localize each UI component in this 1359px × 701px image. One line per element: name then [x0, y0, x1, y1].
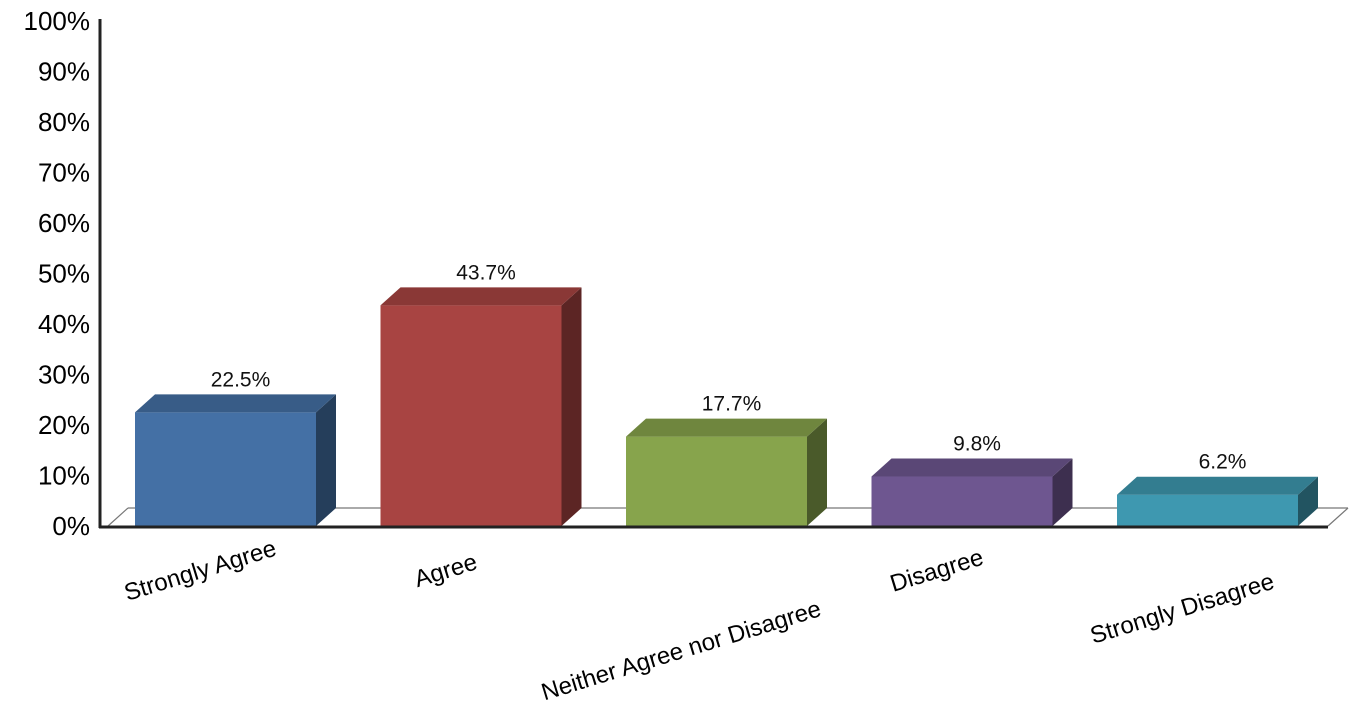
- bar-front-face: [135, 412, 316, 526]
- bar-side-face: [1298, 476, 1318, 526]
- y-axis-tick-labels: 0% 10% 20% 30% 40% 50% 60% 70% 80% 90% 100%: [24, 6, 91, 541]
- y-axis-tick-label: 30%: [38, 360, 90, 390]
- x-axis-tick-label: Agree: [411, 549, 480, 594]
- x-axis-tick-label: Disagree: [887, 544, 987, 598]
- x-axis-tick-label: Strongly Disagree: [1087, 568, 1277, 650]
- bar-front-face: [871, 476, 1053, 526]
- bar-front-face: [1117, 494, 1298, 526]
- data-label: 6.2%: [1199, 451, 1247, 474]
- bar-front-face: [626, 436, 807, 526]
- chart-axes: [98, 19, 1328, 529]
- floor-right-edge: [1327, 507, 1349, 527]
- y-axis-tick-label: 90%: [38, 57, 90, 87]
- bar-side-face: [1052, 458, 1073, 526]
- y-axis-tick-label: 60%: [38, 208, 90, 238]
- bar-side-face: [561, 287, 582, 526]
- y-axis-tick-label: 10%: [38, 461, 90, 491]
- bar-side-face: [316, 394, 336, 526]
- bar: [380, 287, 582, 526]
- bar: [135, 394, 336, 526]
- bar-top-face: [380, 287, 582, 306]
- y-axis-tick-label: 0%: [52, 511, 90, 541]
- bar-top-face: [626, 418, 827, 437]
- data-label: 22.5%: [211, 368, 271, 391]
- bar-top-face: [135, 394, 336, 413]
- bar-front-face: [380, 305, 562, 526]
- x-axis-tick-label: Strongly Agree: [121, 535, 279, 607]
- data-label: 43.7%: [456, 261, 516, 284]
- y-axis-tick-label: 50%: [38, 259, 90, 289]
- y-axis-tick-label: 20%: [38, 410, 90, 440]
- bar-top-face: [1117, 476, 1318, 495]
- y-axis-tick-label: 100%: [24, 6, 91, 36]
- bar-top-face: [871, 458, 1073, 477]
- bar: [1117, 476, 1318, 526]
- x-axis-tick-label: Neither Agree nor Disagree: [538, 595, 824, 701]
- y-axis-tick-label: 80%: [38, 107, 90, 137]
- bar-side-face: [807, 418, 827, 526]
- floor-left-edge: [107, 507, 129, 527]
- chart-bars: [135, 287, 1318, 526]
- y-axis-tick-label: 40%: [38, 309, 90, 339]
- x-axis-tick-labels: Strongly Agree Agree Neither Agree nor Dis…: [121, 535, 1277, 701]
- y-axis-tick-label: 70%: [38, 158, 90, 188]
- data-label: 9.8%: [953, 433, 1001, 456]
- data-labels: 22.5% 43.7% 17.7% 9.8% 6.2%: [211, 261, 1247, 473]
- bar: [626, 418, 827, 526]
- data-label: 17.7%: [702, 393, 762, 416]
- bar: [871, 458, 1073, 526]
